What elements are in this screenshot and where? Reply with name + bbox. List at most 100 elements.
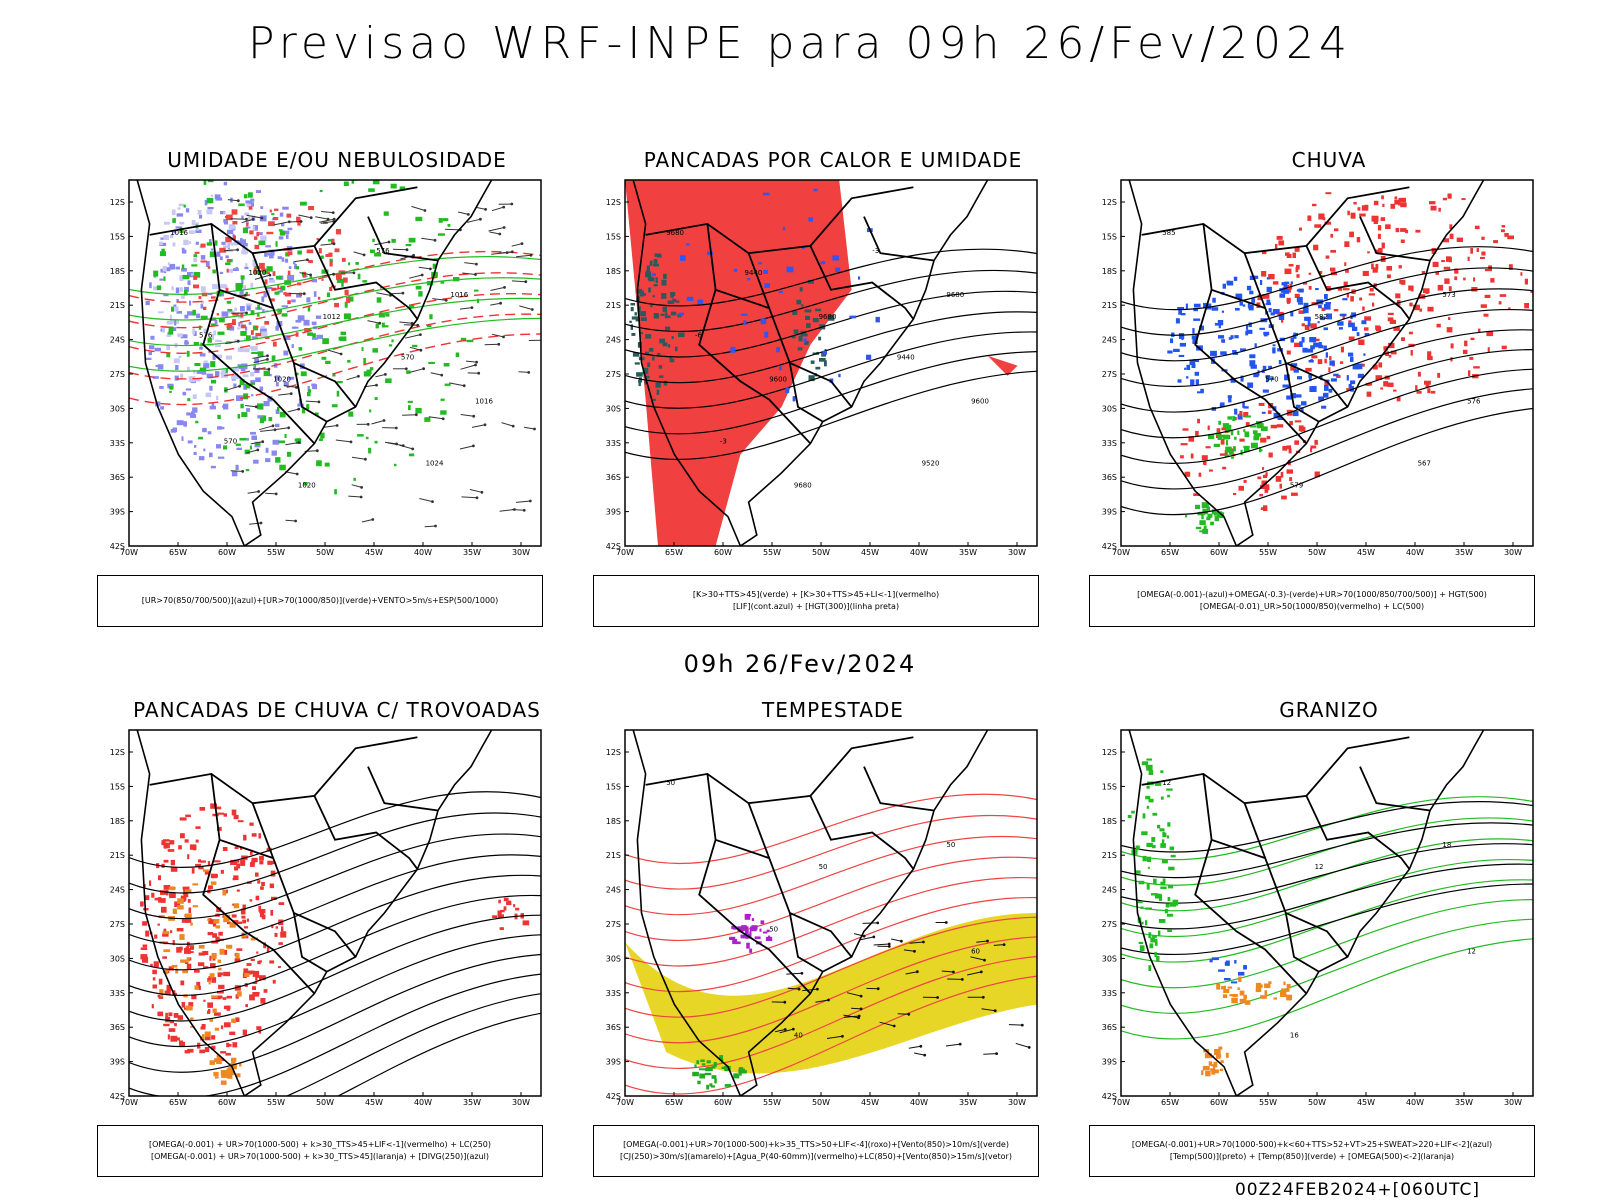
wind-vector-head — [309, 216, 313, 220]
humidity-blue-area — [187, 280, 191, 286]
omega-blue-area — [1311, 386, 1317, 392]
storm-red-area — [217, 972, 224, 976]
instability-green-area — [815, 308, 822, 312]
temp850-contour — [1145, 907, 1152, 910]
lon-tick-label: 45W — [861, 1098, 879, 1107]
storm-red-area — [151, 1004, 154, 1009]
humidity-blue-area — [291, 344, 294, 348]
humidity-blue-area — [201, 369, 207, 375]
map-frame — [1120, 729, 1534, 1097]
storm-red-area — [162, 956, 167, 959]
omega-orange-area — [1244, 1000, 1251, 1005]
wind-vector — [247, 491, 259, 494]
omega-red-area — [1298, 310, 1305, 314]
severe-purple-area — [760, 920, 765, 925]
humidity-blue-area — [250, 380, 256, 385]
instability-green-area — [672, 298, 676, 302]
humidity-green-contour — [210, 361, 216, 368]
omega-red-area — [1264, 488, 1269, 493]
instability-green-area — [650, 303, 653, 308]
humidity-blue-area — [159, 386, 164, 389]
contour-label: 50 — [666, 779, 675, 787]
wind-vector — [315, 216, 329, 220]
lon-tick-label: 70W — [616, 1098, 634, 1107]
humidity-green-contour — [181, 264, 185, 269]
humidity-light-area — [249, 345, 252, 349]
omega-red-area — [1498, 301, 1502, 305]
lif-blue-contour — [813, 188, 818, 192]
omega-red-area — [1427, 351, 1432, 358]
omega-blue-area — [1249, 354, 1256, 359]
omega-orange-area — [1225, 1052, 1229, 1058]
contour-label: 573 — [1442, 291, 1455, 299]
omega-green-area — [1244, 415, 1251, 418]
panel-umidade: UMIDADE E/OU NEBULOSIDADE 1016 1012 1016 10… — [97, 148, 577, 628]
map-frame — [128, 729, 542, 1097]
omega-red-area — [1408, 331, 1413, 335]
humidity-green-contour — [368, 188, 375, 192]
lif-blue-contour — [820, 261, 826, 265]
wind-vector — [466, 218, 481, 223]
lon-tick-label: 35W — [959, 1098, 977, 1107]
lat-tick-label: 12S — [1102, 748, 1117, 757]
temp850-contour — [1148, 965, 1152, 971]
omega-blue-area — [1333, 373, 1339, 377]
humidity-green-contour — [295, 266, 299, 270]
omega-red-area — [1298, 425, 1304, 432]
instability-green-area — [629, 320, 632, 323]
lon-tick-label: 50W — [1308, 548, 1326, 557]
omega-red-area — [1239, 438, 1245, 442]
humidity-green-contour — [399, 186, 406, 191]
storm-red-area — [183, 894, 189, 898]
humidity-blue-area — [195, 241, 199, 245]
contour-label: 1020 — [249, 269, 267, 277]
omega-blue-area — [1206, 303, 1212, 310]
omega-red-area — [1432, 261, 1439, 267]
temp850-contour — [1147, 866, 1150, 869]
omega-blue-area — [1310, 345, 1315, 350]
wind-vector — [299, 272, 311, 276]
omega-orange-area — [1239, 998, 1245, 1003]
temp850-contour — [1160, 881, 1166, 886]
omega-red-area — [1198, 472, 1202, 477]
legend-line: [OMEGA(-0.001)+UR>70(1000-500)+k>35_TTS>… — [623, 1140, 1009, 1149]
omega-blue-area — [1328, 388, 1333, 393]
omega-blue-area — [1212, 297, 1216, 303]
omega-red-area — [1446, 327, 1453, 333]
storm-red-area — [177, 1015, 183, 1020]
instability-green-area — [676, 300, 680, 303]
humidity-green-contour — [440, 398, 445, 401]
wind-vector-head — [420, 273, 424, 277]
lon-tick-label: 65W — [665, 548, 683, 557]
contour-label: 576 — [1467, 397, 1481, 405]
contour-label: 570 — [1265, 375, 1278, 383]
contour-label: 40 — [794, 1031, 803, 1039]
humidity-blue-area — [149, 345, 155, 350]
wind-vector — [305, 400, 319, 403]
omega-blue-area — [1272, 309, 1280, 315]
humidity-green-contour — [321, 356, 327, 360]
lon-tick-label: 35W — [959, 548, 977, 557]
omega-blue-area — [1296, 296, 1303, 303]
storm-red-area — [234, 866, 239, 871]
humidity-blue-area — [307, 385, 310, 392]
temp850-contour — [1121, 938, 1533, 1040]
humidity-green-contour — [438, 218, 443, 223]
omega-red-area — [1386, 266, 1392, 271]
humidity-green-contour — [193, 272, 201, 278]
omega-blue-area — [1266, 277, 1270, 280]
wind-green-area — [692, 1071, 699, 1077]
severe-purple-area — [737, 926, 744, 932]
thickness-contour — [129, 333, 541, 406]
wind-vector — [246, 214, 262, 219]
humidity-blue-area — [275, 326, 279, 331]
lon-tick-label: 40W — [1406, 1098, 1424, 1107]
humidity-green-contour — [183, 290, 188, 296]
instability-green-area — [653, 263, 659, 267]
severe-purple-area — [744, 913, 751, 920]
temp850-contour — [1146, 805, 1150, 809]
omega-red-area — [1372, 267, 1378, 273]
omega-red-area — [1350, 212, 1356, 219]
severe-purple-area — [740, 934, 747, 939]
humidity-blue-area — [159, 242, 167, 246]
